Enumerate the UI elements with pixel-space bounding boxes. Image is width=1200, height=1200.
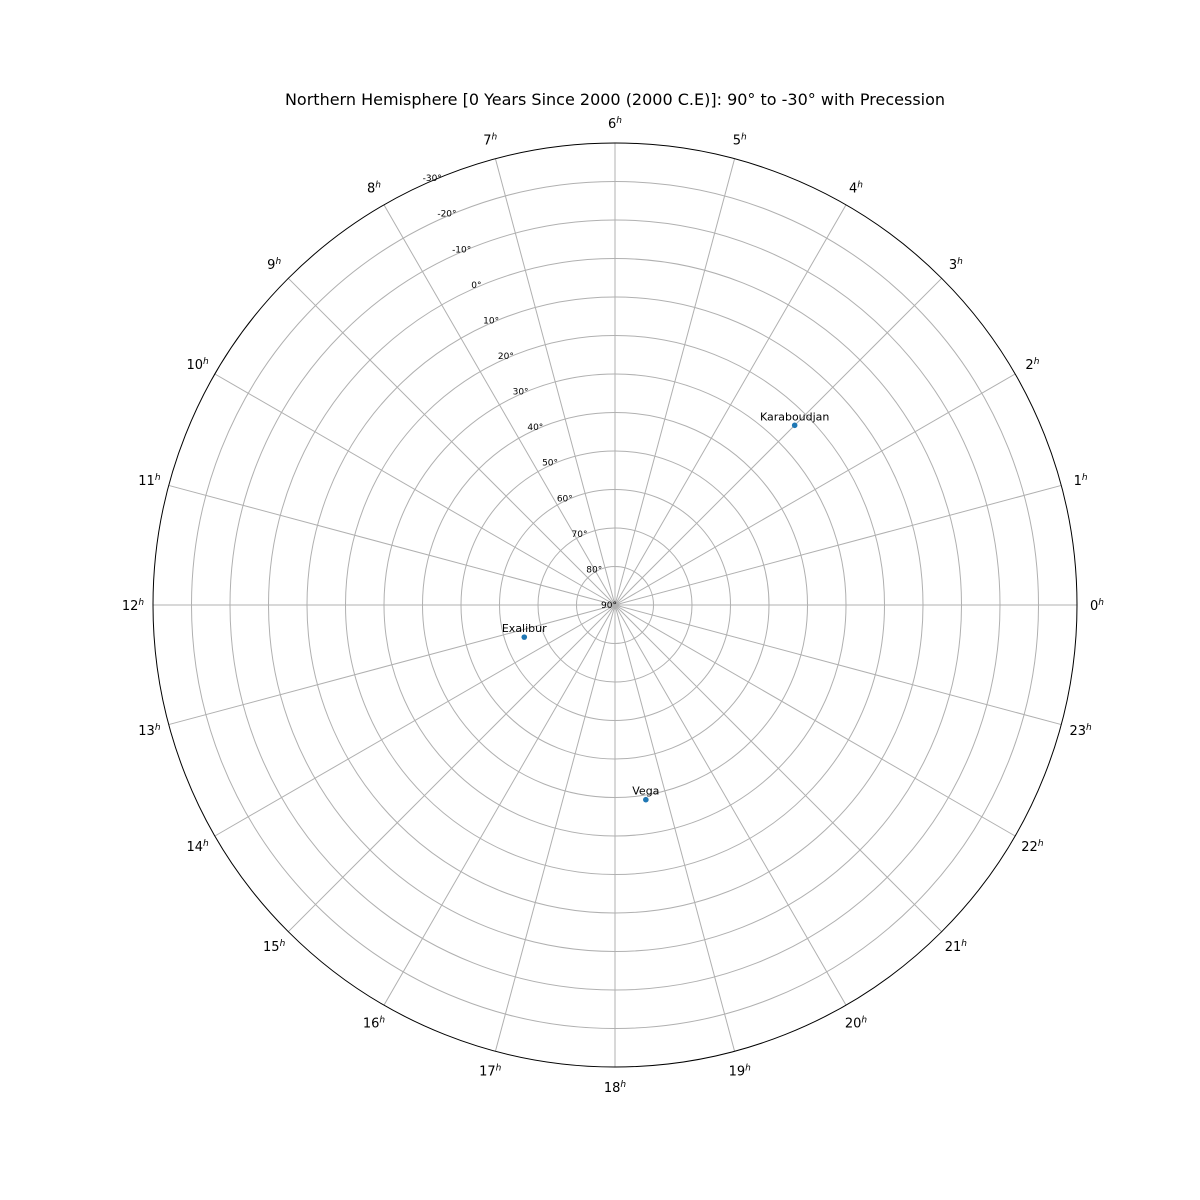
star-marker <box>791 422 798 429</box>
hour-tick-label: 8h <box>367 181 381 197</box>
hour-grid-line <box>614 158 736 606</box>
dec-tick-label: 0° <box>471 281 481 291</box>
hour-grid-line <box>614 604 943 933</box>
hour-grid-line <box>214 373 616 606</box>
hour-grid-line <box>614 604 1062 726</box>
hour-grid-line <box>168 484 616 606</box>
star-marker <box>521 634 528 640</box>
hour-grid-line <box>287 277 616 606</box>
hour-grid-line <box>168 604 616 726</box>
grid-layer <box>152 142 1078 1068</box>
dec-tick-label: 80° <box>586 565 602 575</box>
declination-labels: 90° 80° 70° 60° 50° 40° 30° 20° 10° 0° -10° -20° -30… <box>423 174 617 611</box>
star-label: Vega <box>632 785 659 798</box>
hour-tick-label: 7h <box>483 132 497 148</box>
hour-tick-label: 15h <box>263 939 286 955</box>
hour-grid-line <box>383 204 616 606</box>
dec-tick-label: 20° <box>498 352 514 362</box>
hour-grid-line <box>494 604 616 1052</box>
hour-tick-label: 9h <box>267 257 281 273</box>
hour-grid-line <box>614 373 1016 606</box>
hour-tick-label: 22h <box>1021 839 1044 855</box>
dec-tick-label: -20° <box>437 210 456 220</box>
dec-tick-label: 60° <box>557 494 573 504</box>
hour-grid-line <box>383 604 616 1006</box>
hour-tick-label: 10h <box>186 357 209 373</box>
hour-grid-line <box>614 604 1016 837</box>
hour-tick-label: 17h <box>479 1064 502 1080</box>
hour-labels: 0h 1h 2h 3h 4h 5h 6h 7h 8h 9h 10h 11h 12h 13h 14h 15h 16… <box>122 116 1104 1096</box>
dec-tick-label: 90° <box>601 601 617 611</box>
dec-tick-label: 50° <box>542 459 558 469</box>
hour-grid-line <box>614 484 1062 606</box>
hour-grid-line <box>614 204 847 606</box>
hour-tick-label: 18h <box>604 1080 627 1096</box>
hour-grid-line <box>614 604 847 1006</box>
hour-tick-label: 1h <box>1074 473 1088 489</box>
hour-tick-label: 13h <box>138 723 161 739</box>
hour-tick-label: 23h <box>1069 723 1092 739</box>
star-marker <box>643 796 649 803</box>
hour-tick-label: 3h <box>949 257 963 273</box>
dec-tick-label: 40° <box>527 423 543 433</box>
hour-tick-label: 21h <box>945 939 968 955</box>
star-label: Exalibur <box>502 622 547 635</box>
hour-tick-label: 11h <box>138 473 161 489</box>
hour-tick-label: 12h <box>122 598 145 614</box>
star-label: Karaboudjan <box>760 410 829 423</box>
hour-tick-label: 5h <box>733 132 747 148</box>
chart-frame <box>152 142 1078 1068</box>
hour-tick-label: 6h <box>608 116 622 132</box>
hour-tick-label: 2h <box>1025 357 1039 373</box>
hour-grid-line <box>214 604 616 837</box>
hour-grid-line <box>287 604 616 933</box>
hour-tick-label: 4h <box>849 181 863 197</box>
dec-tick-label: 10° <box>483 316 499 326</box>
hour-tick-label: 16h <box>363 1015 386 1031</box>
hour-tick-label: 20h <box>845 1015 868 1031</box>
hour-grid-line <box>494 158 616 606</box>
hour-tick-label: 19h <box>729 1064 752 1080</box>
dec-tick-label: 30° <box>513 388 529 398</box>
star-points: Karaboudjan Exalibur Vega <box>502 410 829 803</box>
dec-tick-label: -10° <box>452 245 471 255</box>
hour-tick-label: 14h <box>186 839 209 855</box>
hour-tick-label: 0h <box>1090 598 1104 614</box>
hour-grid-line <box>614 604 736 1052</box>
chart-title: Northern Hemisphere [0 Years Since 2000 … <box>284 90 946 109</box>
dec-tick-label: 70° <box>572 530 588 540</box>
hour-grid-line <box>614 277 943 606</box>
dec-tick-label: -30° <box>423 174 442 184</box>
